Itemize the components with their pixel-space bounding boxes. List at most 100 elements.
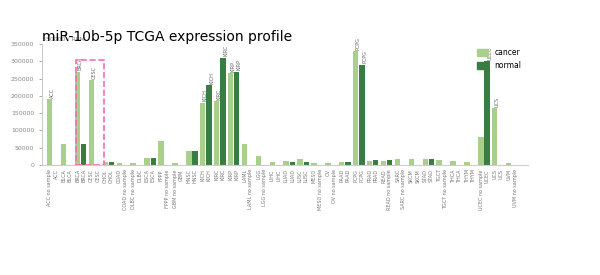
Text: SARC no sample: SARC no sample [401, 169, 406, 209]
Bar [61, 144, 67, 165]
Bar [145, 158, 150, 165]
Bar [283, 161, 289, 165]
Text: UCEC: UCEC [485, 169, 490, 183]
Text: CESC: CESC [92, 66, 97, 79]
Text: PAAD: PAAD [346, 169, 350, 182]
Text: KIRP: KIRP [235, 169, 239, 180]
Bar [464, 161, 470, 165]
Bar [381, 161, 386, 165]
Bar [116, 163, 122, 165]
Bar [206, 86, 212, 165]
Text: PCPG: PCPG [359, 169, 365, 182]
Bar [429, 159, 434, 165]
Bar [192, 151, 197, 165]
Text: SKCM: SKCM [409, 169, 414, 183]
Text: UCS: UCS [495, 97, 500, 107]
Bar [387, 160, 392, 165]
Text: THCA: THCA [451, 169, 456, 183]
Text: MESO: MESO [311, 169, 317, 183]
Text: KICH: KICH [206, 169, 212, 181]
Text: PRAD: PRAD [373, 169, 379, 182]
Text: KICH: KICH [203, 90, 208, 101]
Text: LAML: LAML [242, 169, 247, 182]
Text: COAD: COAD [117, 169, 122, 183]
Bar [484, 61, 490, 165]
Text: BRCA: BRCA [82, 169, 86, 182]
Text: CESC: CESC [89, 169, 94, 182]
Bar [89, 80, 94, 165]
Text: ESCA: ESCA [145, 169, 150, 182]
Text: PCPG: PCPG [353, 169, 358, 182]
Text: CESC: CESC [95, 169, 100, 182]
Text: STAD: STAD [429, 169, 434, 182]
Text: SKCM: SKCM [415, 169, 420, 183]
Text: PCPG: PCPG [356, 37, 361, 50]
Text: DLBC: DLBC [137, 169, 142, 182]
Text: KIRP: KIRP [228, 169, 233, 180]
Bar [409, 159, 414, 165]
Bar [290, 161, 295, 165]
Bar [186, 151, 191, 165]
Text: OV: OV [326, 169, 331, 176]
Text: MESO no sample: MESO no sample [318, 169, 323, 210]
Bar [359, 65, 365, 165]
Bar [325, 163, 331, 165]
Bar [109, 162, 114, 165]
Bar [47, 99, 52, 165]
Bar [345, 161, 350, 165]
Text: KICH: KICH [209, 72, 214, 84]
Text: KIRC: KIRC [214, 169, 220, 180]
Text: GBM: GBM [179, 169, 184, 180]
Bar [339, 161, 344, 165]
Text: HNSC: HNSC [193, 169, 197, 183]
Text: LUSC: LUSC [304, 169, 309, 182]
Text: READ no sample: READ no sample [388, 169, 392, 210]
Bar [269, 162, 275, 165]
Text: GBM no sample: GBM no sample [173, 169, 178, 208]
Bar [242, 144, 247, 165]
Text: ACC: ACC [50, 88, 55, 98]
Bar [158, 141, 164, 165]
Text: BLCA: BLCA [68, 169, 73, 182]
Text: UCEC no sample: UCEC no sample [479, 169, 484, 210]
Bar [220, 58, 226, 165]
Text: ACC: ACC [53, 169, 59, 179]
Text: KICH: KICH [200, 169, 205, 181]
Bar [151, 158, 156, 165]
Text: STAD: STAD [423, 169, 428, 182]
Text: FPPP no sample: FPPP no sample [165, 169, 170, 208]
Bar [451, 161, 456, 165]
Text: LUAD: LUAD [284, 169, 289, 182]
Bar [311, 163, 317, 165]
Text: PAAD: PAAD [340, 169, 344, 182]
Bar [256, 156, 261, 165]
Text: 350000 / RPM: 350000 / RPM [42, 37, 85, 42]
Bar [298, 159, 303, 165]
Text: CHOL: CHOL [109, 169, 114, 183]
Text: ACC no sample: ACC no sample [47, 169, 52, 206]
Text: THYM: THYM [471, 169, 476, 183]
Text: LUSC: LUSC [298, 169, 303, 182]
Text: TGCT: TGCT [437, 169, 442, 182]
Text: LIHC: LIHC [276, 169, 281, 180]
Text: HNSC: HNSC [187, 169, 191, 183]
Bar [436, 160, 442, 165]
Text: THCA: THCA [457, 169, 462, 183]
Text: UCS: UCS [499, 169, 503, 179]
Text: KIRC: KIRC [221, 169, 226, 180]
Text: PRAD: PRAD [367, 169, 373, 182]
Text: SARC: SARC [395, 169, 400, 182]
Bar [506, 163, 511, 165]
Bar [395, 159, 400, 165]
Bar [367, 161, 373, 165]
Bar [422, 159, 428, 165]
Bar [353, 51, 358, 165]
Text: LIHC: LIHC [270, 169, 275, 180]
Text: BLCA: BLCA [61, 169, 67, 182]
Text: TGCT no sample: TGCT no sample [443, 169, 448, 209]
Text: COAD no sample: COAD no sample [123, 169, 128, 210]
Bar [478, 137, 484, 165]
Text: BRCA: BRCA [75, 169, 80, 182]
Text: ESCA: ESCA [151, 169, 156, 182]
Text: PCPG: PCPG [362, 51, 367, 63]
